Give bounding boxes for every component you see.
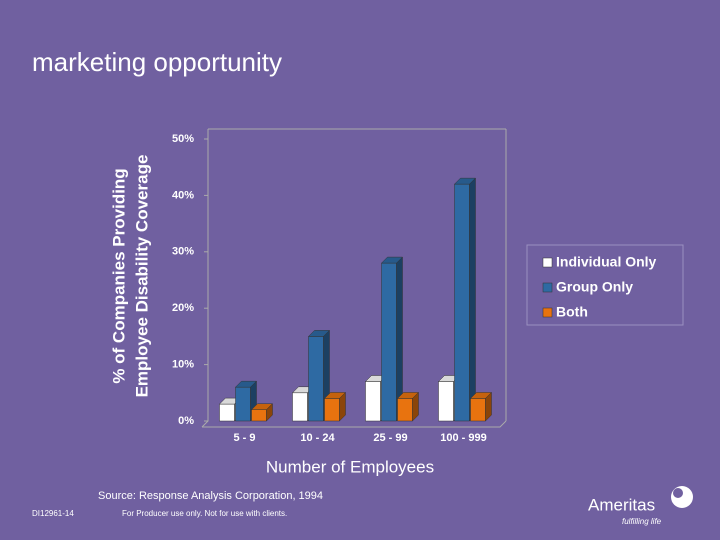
legend-swatch — [542, 282, 553, 293]
logo-tagline: fulfilling life — [622, 517, 662, 526]
source: Source: Response Analysis Corporation, 1… — [98, 490, 323, 502]
bar — [397, 398, 413, 422]
logo-name: Ameritas — [588, 495, 655, 514]
logo-icon — [671, 486, 693, 508]
legend-label: Individual Only — [556, 254, 657, 270]
x-tick-label: 25 - 99 — [373, 432, 407, 444]
x-tick-label: 100 - 999 — [440, 432, 486, 444]
bar — [219, 403, 235, 422]
footer-code: DI12961-14 — [32, 509, 74, 518]
y-axis-label: % of Companies Providing — [109, 168, 128, 383]
bar-side — [469, 177, 476, 422]
bar — [365, 381, 381, 422]
y-tick-label: 30% — [172, 246, 194, 258]
bar-side — [266, 403, 273, 422]
x-tick-label: 5 - 9 — [233, 432, 255, 444]
bar-side — [339, 391, 346, 422]
legend-label: Group Only — [556, 279, 633, 295]
y-tick-label: 10% — [172, 359, 194, 371]
x-tick-label: 10 - 24 — [300, 432, 335, 444]
legend-swatch — [542, 257, 553, 268]
bar-side — [412, 391, 419, 422]
bar-side — [485, 391, 492, 422]
legend-label: Both — [556, 304, 588, 320]
bar — [470, 398, 486, 422]
bar — [454, 183, 470, 422]
legend-frame — [526, 244, 684, 326]
y-tick-label: 50% — [172, 133, 194, 145]
bar — [251, 409, 267, 422]
bar — [292, 392, 308, 422]
bar — [308, 336, 324, 422]
y-tick-label: 40% — [172, 189, 194, 201]
bar — [324, 398, 340, 422]
bar — [235, 386, 251, 422]
legend-swatch — [542, 307, 553, 318]
footer-note: For Producer use only. Not for use with … — [122, 509, 287, 518]
x-axis-label: Number of Employees — [266, 457, 434, 476]
plot-wall — [202, 420, 507, 428]
plot-wall — [201, 129, 209, 428]
y-tick-label: 20% — [172, 302, 194, 314]
bar — [381, 262, 397, 422]
y-tick-label: 0% — [178, 415, 194, 427]
y-axis-label: Employee Disability Coverage — [132, 155, 151, 398]
bar — [438, 381, 454, 422]
slide-title: marketing opportunity — [32, 47, 282, 77]
